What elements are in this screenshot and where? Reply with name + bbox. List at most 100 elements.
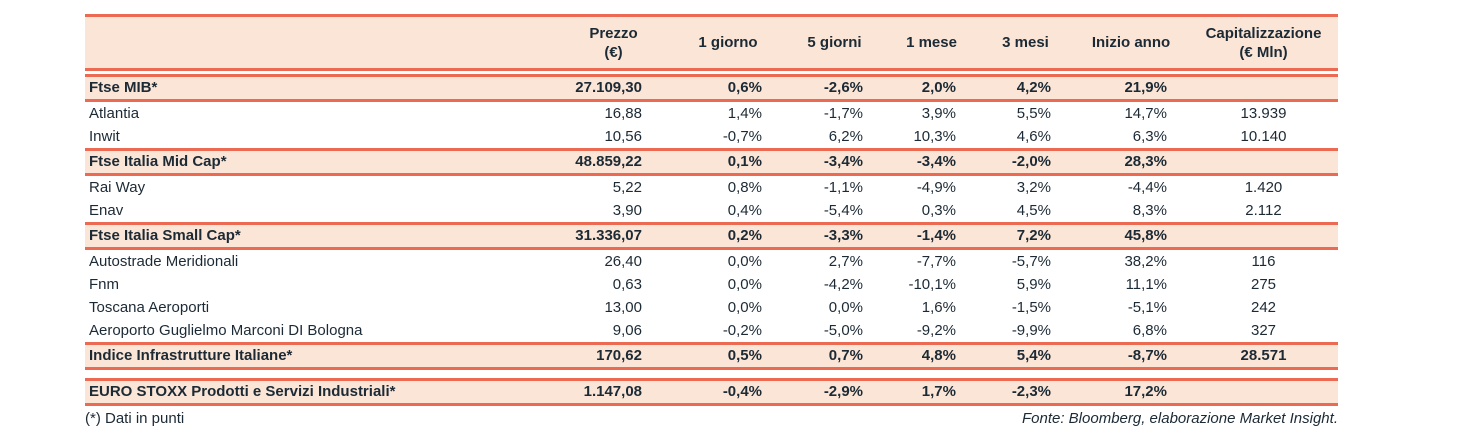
row-name-cell: Inwit bbox=[89, 127, 120, 145]
value-cell: -0,7% bbox=[722, 127, 762, 145]
value-cell: 1,7% bbox=[921, 383, 956, 400]
value-cell: 45,8% bbox=[1124, 227, 1167, 244]
value-cell: 16,88 bbox=[604, 104, 642, 122]
value-cell: 0,1% bbox=[727, 153, 762, 170]
value-cell: -2,6% bbox=[823, 79, 863, 96]
value-cell: 5,4% bbox=[1016, 347, 1051, 364]
source-attribution: Fonte: Bloomberg, elaborazione Market In… bbox=[1021, 410, 1338, 427]
stock-row: Aeroporto Guglielmo Marconi DI Bologna 9,… bbox=[85, 319, 1338, 342]
index-row: Indice Infrastrutture Italiane* 170,62 0,5… bbox=[85, 342, 1338, 370]
value-cell: 21,9% bbox=[1124, 79, 1167, 96]
value-cell: -1,7% bbox=[823, 104, 863, 122]
col-header-5-giorni: 5 giorni bbox=[784, 33, 885, 52]
col-header-label: 1 giorno bbox=[698, 34, 758, 51]
value-cell: 13,00 bbox=[604, 298, 642, 316]
value-cell: -4,9% bbox=[916, 178, 956, 196]
value-cell: 3,9% bbox=[921, 104, 956, 122]
value-cell: 4,5% bbox=[1016, 201, 1051, 219]
value-cell: 116 bbox=[1251, 252, 1276, 270]
value-cell: 2,7% bbox=[828, 252, 863, 270]
value-cell: 1.147,08 bbox=[583, 383, 642, 400]
value-cell: 6,8% bbox=[1132, 321, 1167, 339]
value-cell: 38,2% bbox=[1124, 252, 1167, 270]
value-cell: -9,2% bbox=[916, 321, 956, 339]
col-header-label: Inizio anno bbox=[1091, 34, 1171, 51]
value-cell: 13.939 bbox=[1240, 104, 1287, 122]
value-cell: -1,4% bbox=[916, 227, 956, 244]
value-cell: 2,0% bbox=[921, 79, 956, 96]
index-row: Ftse MIB* 27.109,30 0,6% -2,6% 2,0% 4,2% 21,9% bbox=[85, 77, 1338, 102]
value-cell: 0,0% bbox=[727, 298, 762, 316]
value-cell: 4,6% bbox=[1016, 127, 1051, 145]
value-cell: 0,6% bbox=[727, 79, 762, 96]
value-cell: 0,63 bbox=[612, 275, 642, 293]
value-cell: 5,5% bbox=[1016, 104, 1051, 122]
value-cell: 327 bbox=[1250, 321, 1277, 339]
table-body: Ftse MIB* 27.109,30 0,6% -2,6% 2,0% 4,2% 21,9%… bbox=[85, 77, 1338, 406]
value-cell: -2,9% bbox=[823, 383, 863, 400]
row-name-cell: Atlantia bbox=[89, 104, 140, 122]
value-cell: -0,2% bbox=[722, 321, 762, 339]
value-cell: -2,0% bbox=[1011, 153, 1051, 170]
value-cell: -5,0% bbox=[823, 321, 863, 339]
value-cell: 0,3% bbox=[921, 201, 956, 219]
stock-row: Atlantia 16,88 1,4% -1,7% 3,9% 5,5% 14,7% 13.93… bbox=[85, 102, 1338, 125]
value-cell: -1,5% bbox=[1011, 298, 1051, 316]
value-cell: 0,2% bbox=[727, 227, 762, 244]
col-header-label: 1 mese bbox=[906, 34, 957, 51]
stock-row: Autostrade Meridionali 26,40 0,0% 2,7% -7,7%… bbox=[85, 250, 1338, 273]
value-cell: 11,1% bbox=[1125, 275, 1167, 293]
col-header-label: 3 mesi bbox=[1002, 34, 1049, 51]
stock-row: Toscana Aeroporti 13,00 0,0% 0,0% 1,6% -1,5% -… bbox=[85, 296, 1338, 319]
value-cell: 14,7% bbox=[1124, 104, 1167, 122]
value-cell: 4,8% bbox=[921, 347, 956, 364]
value-cell: 6,3% bbox=[1132, 127, 1167, 145]
row-name-cell: Enav bbox=[89, 201, 124, 219]
index-row: Ftse Italia Small Cap* 31.336,07 0,2% -3,3%… bbox=[85, 222, 1338, 250]
value-cell: 10,56 bbox=[604, 127, 642, 145]
value-cell: 6,2% bbox=[828, 127, 863, 145]
value-cell: -7,7% bbox=[916, 252, 956, 270]
value-cell: 5,9% bbox=[1016, 275, 1051, 293]
value-cell: 10,3% bbox=[913, 127, 956, 145]
value-cell: 3,90 bbox=[612, 201, 642, 219]
value-cell: -3,3% bbox=[823, 227, 863, 244]
value-cell: -3,4% bbox=[916, 153, 956, 170]
value-cell: 28,3% bbox=[1124, 153, 1167, 170]
value-cell: 5,22 bbox=[612, 178, 642, 196]
index-row: Ftse Italia Mid Cap* 48.859,22 0,1% -3,4% -3… bbox=[85, 148, 1338, 176]
value-cell: -9,9% bbox=[1011, 321, 1051, 339]
value-cell: 1,6% bbox=[921, 298, 956, 316]
value-cell: 8,3% bbox=[1132, 201, 1167, 219]
value-cell: 2.112 bbox=[1245, 201, 1282, 219]
row-name-cell: Indice Infrastrutture Italiane* bbox=[89, 347, 293, 364]
value-cell: -5,7% bbox=[1011, 252, 1051, 270]
value-cell: 9,06 bbox=[612, 321, 642, 339]
value-cell: 275 bbox=[1250, 275, 1277, 293]
value-cell: 48.859,22 bbox=[575, 153, 642, 170]
value-cell: 31.336,07 bbox=[575, 227, 642, 244]
row-name-cell: Ftse Italia Small Cap* bbox=[89, 227, 241, 244]
footnote: (*) Dati in punti bbox=[85, 410, 185, 427]
col-header-1-mese: 1 mese bbox=[885, 33, 978, 52]
value-cell: 28.571 bbox=[1240, 347, 1287, 364]
table-footer: (*) Dati in punti Fonte: Bloomberg, elab… bbox=[85, 406, 1338, 427]
value-cell: -8,7% bbox=[1127, 347, 1167, 364]
value-cell: 7,2% bbox=[1016, 227, 1051, 244]
row-name-cell: Autostrade Meridionali bbox=[89, 252, 239, 270]
value-cell: 242 bbox=[1250, 298, 1277, 316]
col-header-label: Prezzo bbox=[589, 24, 638, 42]
col-header-prezzo: Prezzo (€) bbox=[555, 24, 672, 62]
value-cell: 26,40 bbox=[604, 252, 642, 270]
row-name-cell: Ftse Italia Mid Cap* bbox=[89, 153, 227, 170]
col-header-sublabel: (€ Mln) bbox=[1239, 43, 1288, 61]
row-name-cell: Aeroporto Guglielmo Marconi DI Bologna bbox=[89, 321, 363, 339]
stock-row: Fnm 0,63 0,0% -4,2% -10,1% 5,9% 11,1% 275 bbox=[85, 273, 1338, 296]
col-header-3-mesi: 3 mesi bbox=[978, 33, 1073, 52]
value-cell: -4,2% bbox=[823, 275, 863, 293]
index-row: EURO STOXX Prodotti e Servizi Industrial… bbox=[85, 378, 1338, 406]
header-row: Prezzo (€) 1 giorno 5 giorni 1 mese 3 me… bbox=[85, 14, 1338, 77]
value-cell: 1,4% bbox=[727, 104, 762, 122]
value-cell: -10,1% bbox=[908, 275, 956, 293]
